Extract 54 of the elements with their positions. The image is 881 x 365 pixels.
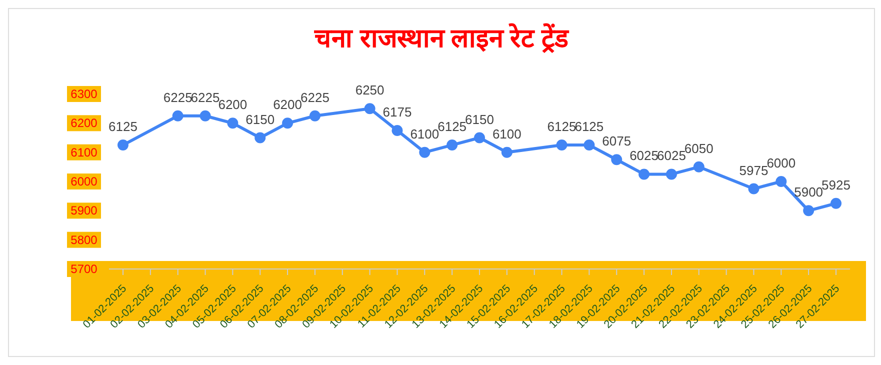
data-label: 6250 xyxy=(355,82,384,98)
point xyxy=(748,183,760,194)
y-tick-label: 6100 xyxy=(70,145,98,160)
data-label: 6200 xyxy=(218,97,248,112)
data-label: 6125 xyxy=(547,119,576,134)
data-label: 6125 xyxy=(108,119,138,134)
data-label: 6175 xyxy=(382,104,412,120)
data-label: 6100 xyxy=(492,126,522,142)
point xyxy=(584,140,595,151)
point xyxy=(693,161,704,172)
data-label: 6100 xyxy=(410,126,440,142)
y-tick-label: 5700 xyxy=(70,262,98,276)
data-label: 6025 xyxy=(657,148,686,164)
point xyxy=(419,146,430,158)
point xyxy=(556,140,568,151)
data-label: 6125 xyxy=(438,119,467,134)
point xyxy=(611,154,622,166)
y-tick-label: 6200 xyxy=(70,116,98,130)
data-label: 6225 xyxy=(163,90,192,105)
point xyxy=(282,118,294,129)
data-label: 5925 xyxy=(822,177,850,192)
point xyxy=(803,205,814,216)
point xyxy=(638,168,650,180)
y-tick-label: 5900 xyxy=(70,204,98,218)
point xyxy=(309,110,320,122)
data-label: 6050 xyxy=(684,140,714,156)
point xyxy=(172,110,184,122)
point xyxy=(666,168,677,180)
chart-title: चना राजस्थान लाइन रेट ट्रेंड xyxy=(313,22,570,55)
point xyxy=(501,146,512,158)
y-tick-label: 6000 xyxy=(70,174,98,188)
data-label: 5975 xyxy=(739,162,768,178)
data-label: 6000 xyxy=(766,156,796,170)
point xyxy=(227,118,238,129)
data-label: 6025 xyxy=(630,148,658,164)
point xyxy=(118,140,128,151)
data-label: 6125 xyxy=(574,119,604,134)
data-label: 6075 xyxy=(602,134,632,149)
y-tick-label: 6300 xyxy=(70,87,98,101)
point xyxy=(200,110,211,122)
data-label: 6225 xyxy=(300,90,330,105)
point xyxy=(474,132,485,144)
point xyxy=(364,103,376,114)
point xyxy=(392,124,403,136)
point xyxy=(446,140,458,151)
data-label: 5900 xyxy=(794,184,824,200)
data-label: 6150 xyxy=(246,112,275,127)
point xyxy=(776,176,787,187)
point xyxy=(254,132,266,144)
point xyxy=(830,198,842,209)
data-label: 6150 xyxy=(465,112,494,127)
y-tick-label: 5800 xyxy=(70,232,98,247)
data-label: 6225 xyxy=(190,90,220,105)
data-label: 6200 xyxy=(273,97,302,112)
